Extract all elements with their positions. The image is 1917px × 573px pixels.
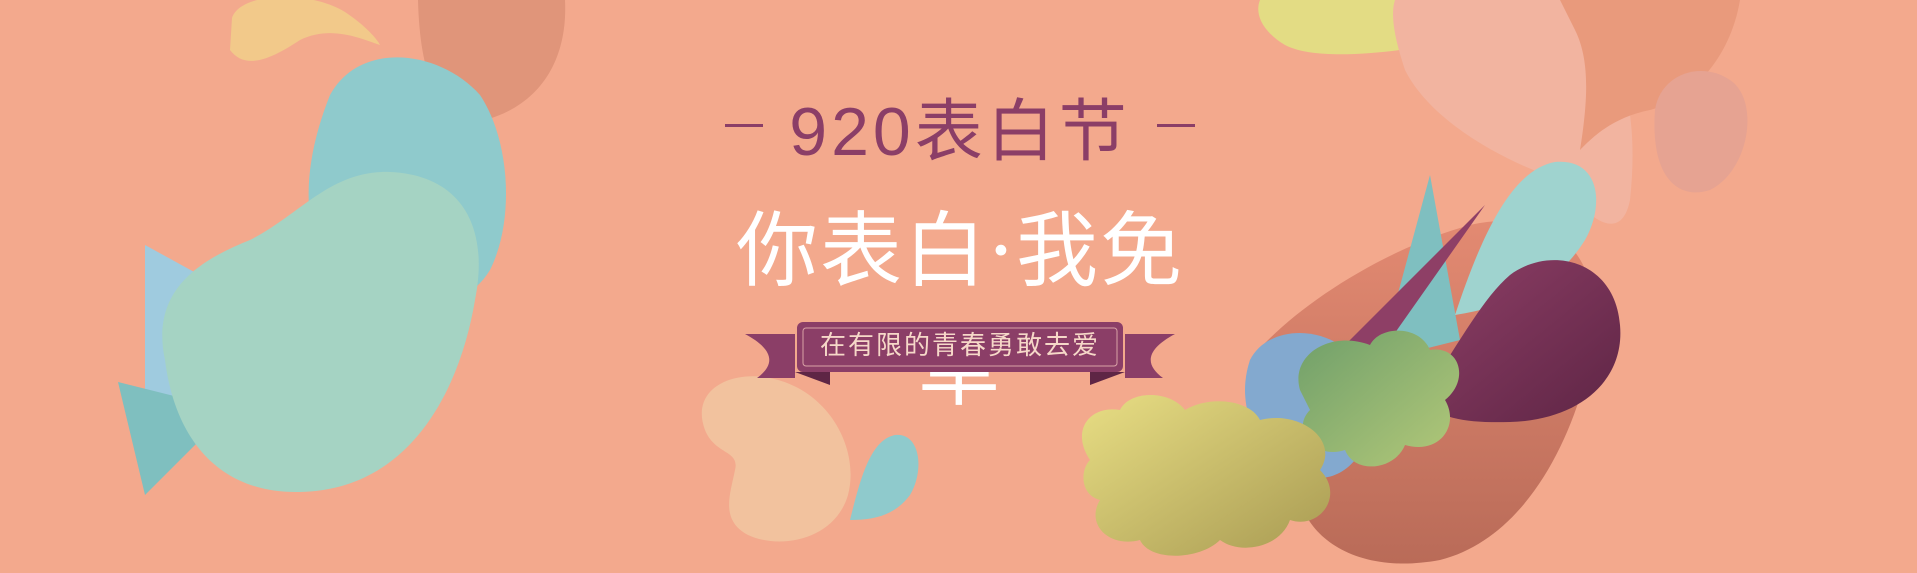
dash-right bbox=[1156, 123, 1195, 127]
dash-left bbox=[725, 123, 764, 127]
slogan-ribbon: 在有限的青春勇敢去爱 bbox=[745, 320, 1175, 390]
plum-blob-right bbox=[1420, 260, 1621, 423]
main-title: 你表白·我免单 bbox=[735, 204, 1185, 418]
mint-blob-left bbox=[162, 171, 479, 493]
headline-block: 920表白节 你表白·我免单 在有限的青春勇敢去爱 bbox=[700, 80, 1220, 418]
peach-blob-center bbox=[701, 376, 851, 542]
subtitle-row: 920表白节 bbox=[700, 80, 1220, 170]
salmon-blob-top-right bbox=[1560, 0, 1740, 150]
yellow-blob-top-right bbox=[1258, 0, 1400, 55]
olive-blob-right bbox=[1081, 395, 1331, 556]
green-blob-right bbox=[1298, 330, 1460, 467]
slogan-text: 在有限的青春勇敢去爱 bbox=[819, 331, 1100, 361]
teal-drop-right bbox=[1455, 161, 1597, 315]
ribbon-shape bbox=[745, 322, 1175, 385]
yellow-blob bbox=[230, 0, 380, 61]
rose-circle-right bbox=[1654, 71, 1748, 193]
event-subtitle: 920表白节 bbox=[789, 93, 1131, 170]
teal-drop-center bbox=[850, 434, 919, 520]
plum-spike bbox=[1330, 205, 1485, 360]
